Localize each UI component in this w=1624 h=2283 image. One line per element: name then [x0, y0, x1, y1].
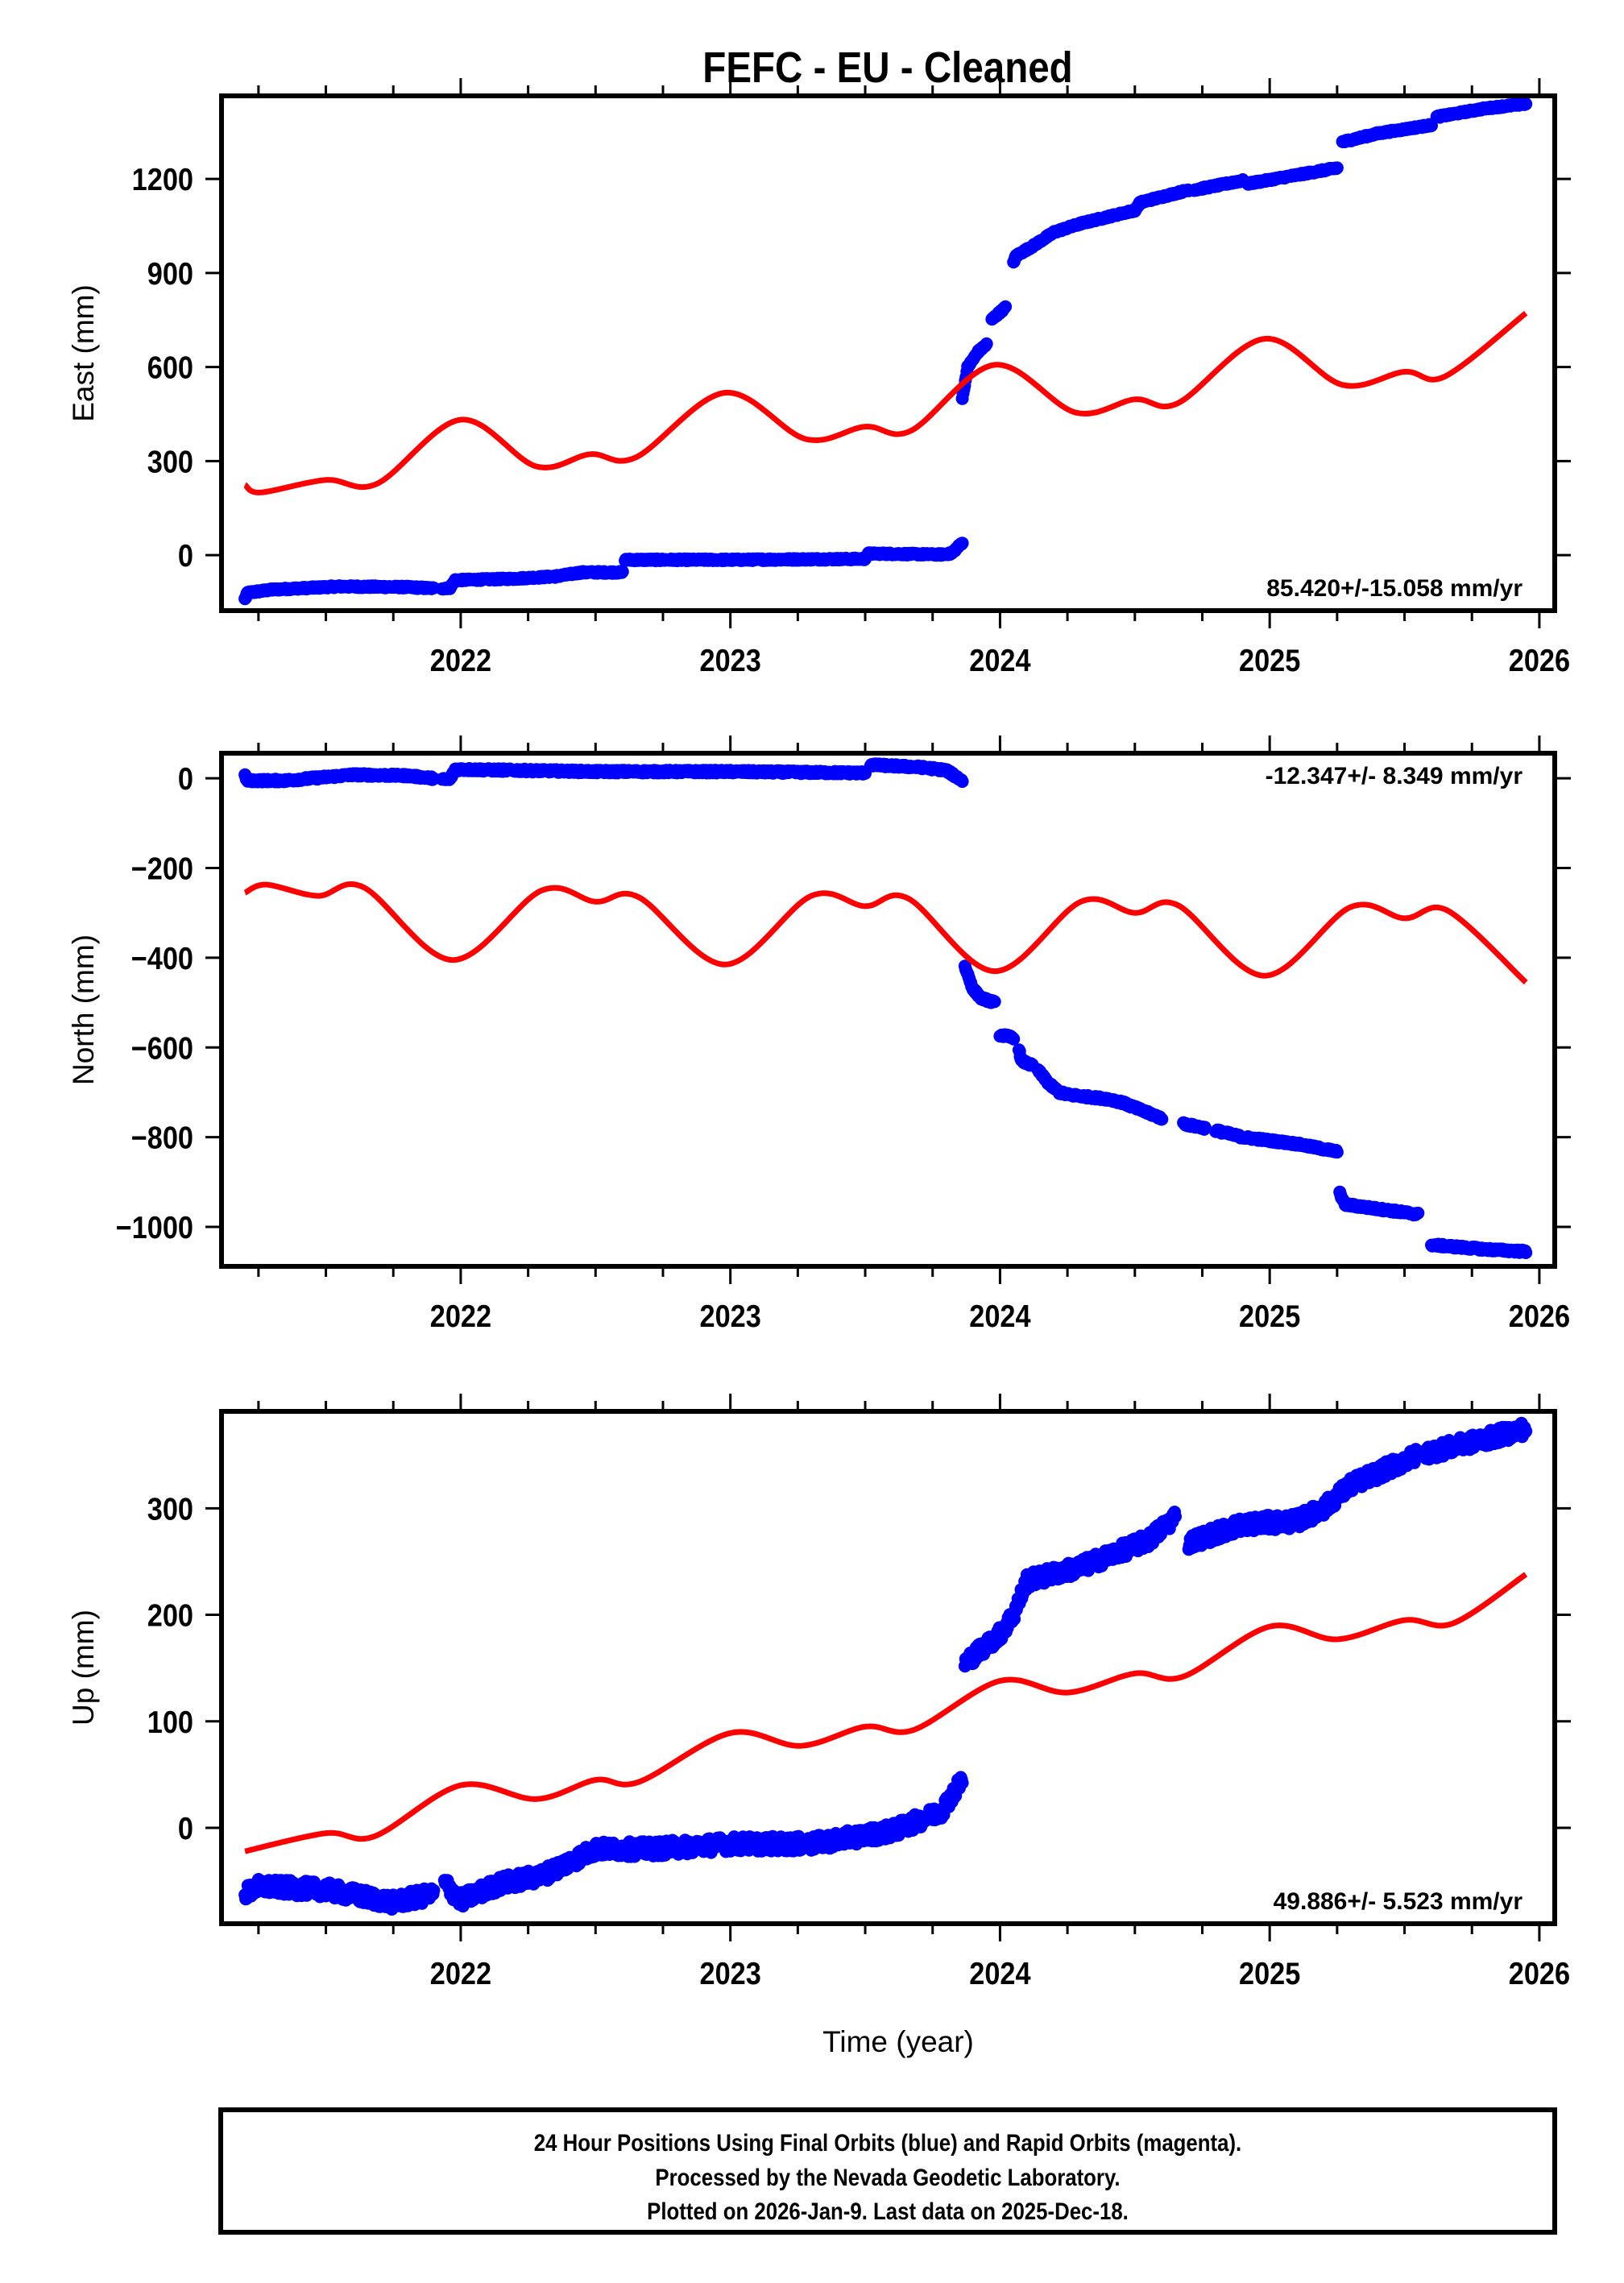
y-ticks	[205, 177, 1571, 557]
data-point	[1519, 97, 1533, 111]
x-tick-label: 2026	[1509, 1299, 1570, 1334]
data-series	[238, 757, 1533, 1259]
x-tick-label: 2023	[700, 1299, 761, 1334]
x-tick-label: 2022	[430, 643, 491, 678]
data-point	[980, 337, 993, 350]
data-point	[955, 775, 969, 789]
data-point	[615, 565, 629, 578]
y-tick-label: −200	[131, 851, 193, 887]
model-curve	[243, 881, 1528, 985]
y-tick-label: 0	[178, 761, 193, 797]
x-tick-label: 2025	[1239, 1299, 1300, 1334]
y-axis-title: East (mm)	[67, 284, 100, 422]
data-series	[238, 97, 1533, 606]
data-point	[1330, 1146, 1344, 1159]
y-tick-label: 1200	[132, 162, 193, 197]
x-tick-label: 2022	[430, 1956, 491, 1991]
y-tick-label: −400	[131, 941, 193, 976]
data-series	[238, 1416, 1533, 1916]
data-point	[1169, 1510, 1182, 1523]
plot-area	[238, 97, 1533, 606]
x-tick-label: 2025	[1239, 1956, 1300, 1991]
y-tick-label: 200	[147, 1598, 193, 1634]
velocity-annotation: 85.420+/-15.058 mm/yr	[1266, 575, 1522, 602]
y-tick-label: −600	[131, 1030, 193, 1066]
data-point	[1411, 1206, 1425, 1220]
data-point	[1330, 161, 1344, 175]
y-axis-title: Up (mm)	[67, 1610, 100, 1726]
x-tick-label: 2022	[430, 1299, 491, 1334]
y-tick-label: 0	[178, 538, 193, 574]
data-point	[988, 995, 1001, 1009]
plot-area	[238, 757, 1533, 1259]
data-point	[1198, 1121, 1212, 1134]
x-tick-label: 2024	[969, 1299, 1031, 1334]
panel-north: 2022 2023 2024 2025 2026 −1000 −800 −600 −400 −20…	[67, 735, 1571, 1333]
data-point	[1007, 1032, 1021, 1046]
y-tick-label: 0	[178, 1811, 193, 1846]
y-tick-label: 300	[147, 444, 193, 479]
data-point	[1155, 1112, 1169, 1126]
data-point	[955, 537, 969, 550]
panel-frame	[219, 751, 1557, 1269]
velocity-annotation: -12.347+/- 8.349 mm/yr	[1266, 763, 1523, 789]
y-ticks	[205, 777, 1571, 1229]
model-curve	[242, 310, 1528, 495]
x-tick-label: 2024	[969, 1956, 1031, 1991]
x-tick-label: 2026	[1509, 1956, 1570, 1991]
x-tick-label: 2025	[1239, 643, 1300, 678]
plot-area	[238, 1416, 1533, 1916]
y-tick-label: −800	[131, 1121, 193, 1156]
data-point	[955, 1776, 969, 1790]
panels: 2022 2023 2024 2025 2026 0 300 600 900 1200 East (…	[67, 78, 1571, 2058]
x-tick-label: 2023	[700, 643, 761, 678]
panel-east: 2022 2023 2024 2025 2026 0 300 600 900 1200 East (…	[67, 78, 1571, 677]
data-point	[427, 1883, 441, 1897]
y-axis-title: North (mm)	[67, 934, 100, 1085]
panel-frame	[219, 93, 1557, 613]
data-point	[999, 300, 1013, 313]
y-tick-label: 900	[147, 256, 193, 292]
y-ticks	[205, 1506, 1571, 1829]
y-tick-label: 300	[147, 1491, 193, 1527]
y-tick-label: 600	[147, 350, 193, 386]
chart-title: FEFC - EU - Cleaned	[702, 43, 1072, 92]
data-point	[1519, 1246, 1533, 1259]
x-tick-label: 2023	[700, 1956, 761, 1991]
y-tick-label: −1000	[116, 1210, 193, 1245]
y-tick-label: 100	[147, 1705, 193, 1740]
x-tick-label: 2024	[969, 643, 1031, 678]
x-tick-label: 2026	[1509, 643, 1570, 678]
